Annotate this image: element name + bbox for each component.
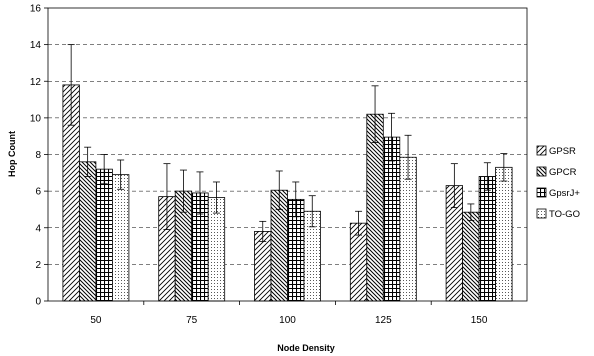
y-tick-label: 4 [35, 223, 41, 234]
y-tick-label: 2 [35, 260, 41, 271]
legend-label: TO-GO [549, 209, 580, 220]
y-tick-label: 10 [30, 113, 42, 124]
error-bar [67, 44, 75, 126]
x-tick-label: 150 [471, 315, 488, 326]
bar-to-go-150 [495, 166, 513, 302]
x-tick-labels: 50 75 100 125 150 [90, 315, 488, 326]
y-tick-label: 16 [30, 4, 42, 15]
error-bar [84, 146, 92, 177]
error-bar [404, 134, 412, 180]
x-tick-label: 125 [375, 315, 392, 326]
bar-gpsrj--150 [478, 176, 497, 302]
y-tick-label: 0 [35, 297, 41, 308]
y-tick-label: 12 [30, 77, 42, 88]
bar-gpsrj--125 [382, 136, 401, 302]
y-tick-label: 6 [35, 187, 41, 198]
y-axis-title: Hop Count [7, 131, 17, 177]
legend-item: GpsrJ+ [536, 187, 580, 199]
y-tick-labels: 0 2 4 6 8 10 12 14 16 [30, 4, 42, 308]
legend-swatch [536, 187, 547, 198]
legend-item: GPCR [536, 166, 577, 178]
error-bar [212, 181, 220, 214]
axes [44, 7, 528, 305]
error-bar [371, 85, 379, 143]
x-axis-title: Node Density [277, 343, 335, 353]
bar-to-go-50 [112, 174, 130, 302]
legend-item: TO-GO [536, 208, 580, 220]
legend-swatch [536, 145, 547, 156]
legend-label: GpsrJ+ [549, 188, 580, 199]
error-bar [308, 195, 316, 228]
bar-gpcr-50 [79, 161, 97, 302]
legend-item: GPSR [536, 145, 576, 157]
error-bar [275, 170, 283, 210]
error-bar [117, 159, 125, 190]
error-bar [450, 163, 458, 209]
error-bar [196, 171, 204, 215]
error-bar [179, 169, 187, 213]
bars [62, 84, 513, 302]
error-bar [483, 162, 491, 191]
y-tick-label: 14 [30, 40, 42, 51]
legend: GPSR GPCR GpsrJ+ TO-GO [536, 145, 580, 220]
error-bar [259, 220, 267, 242]
legend-swatch [536, 166, 547, 177]
error-bar [355, 210, 363, 236]
legend-swatch [536, 208, 547, 219]
error-bar [500, 153, 508, 182]
error-bar [388, 112, 396, 162]
x-tick-label: 75 [186, 315, 198, 326]
error-bar [467, 203, 475, 221]
error-bar [100, 154, 108, 185]
x-tick-label: 100 [279, 315, 296, 326]
y-tick-label: 8 [35, 150, 41, 161]
error-bar [163, 163, 171, 230]
x-tick-label: 50 [90, 315, 102, 326]
legend-label: GPSR [549, 146, 576, 157]
bar-gpsrj--50 [95, 168, 113, 302]
error-bar [292, 181, 300, 218]
error-bars [67, 44, 508, 242]
legend-label: GPCR [549, 167, 577, 178]
bar-gpcr-150 [462, 211, 480, 302]
